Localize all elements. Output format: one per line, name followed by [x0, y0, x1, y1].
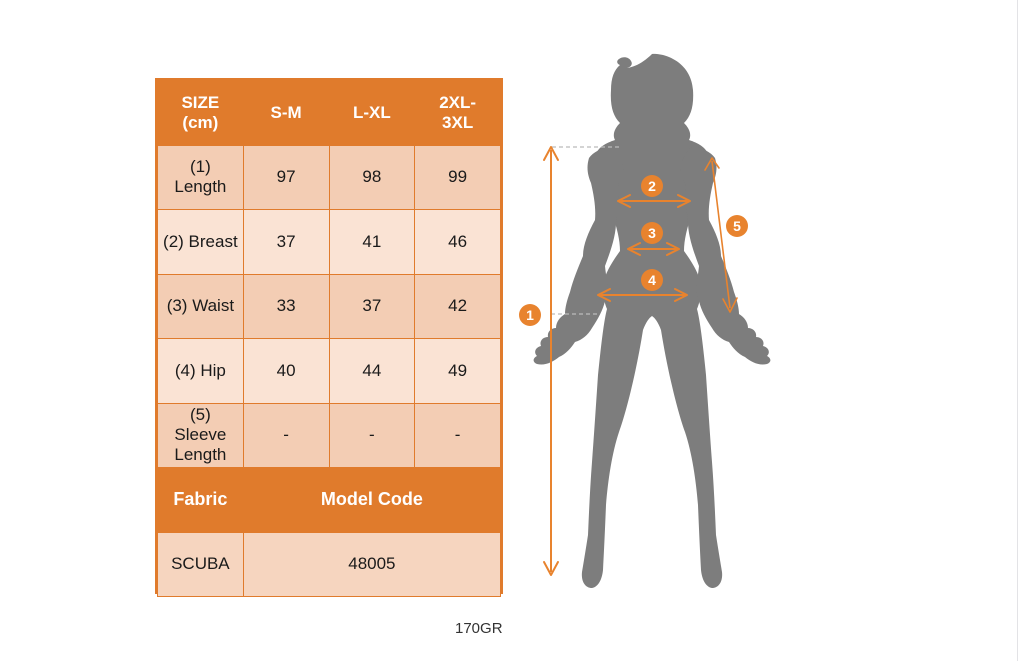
svg-text:1: 1: [526, 307, 534, 323]
svg-text:3: 3: [648, 225, 656, 241]
svg-text:2: 2: [648, 178, 656, 194]
svg-text:5: 5: [733, 218, 741, 234]
svg-text:4: 4: [648, 272, 656, 288]
